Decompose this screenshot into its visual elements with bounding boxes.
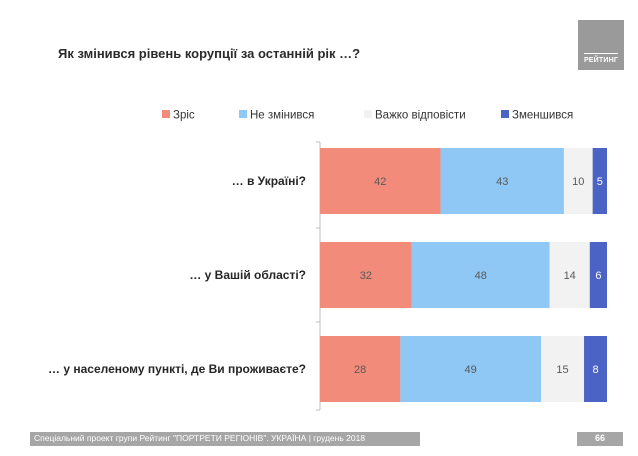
data-label-2-series-3: 14 bbox=[564, 270, 576, 282]
rating-logo: РЕЙТИНГ bbox=[578, 20, 624, 70]
legend-swatch-2 bbox=[239, 110, 247, 118]
bar-1-series-4 bbox=[592, 148, 607, 214]
data-label-3-series-1: 28 bbox=[354, 364, 366, 376]
logo-divider bbox=[584, 53, 618, 54]
bar-2-series-1 bbox=[320, 242, 412, 308]
bar-3-series-2 bbox=[400, 336, 541, 402]
legend-label-4: Зменшився bbox=[512, 110, 573, 122]
bar-2-series-2 bbox=[411, 242, 550, 308]
legend-swatch-4 bbox=[501, 110, 509, 118]
category-label-3: … у населеному пункті, де Ви проживаєте? bbox=[48, 362, 306, 376]
chart-title: Як змінився рівень корупції за останній … bbox=[58, 46, 361, 61]
bar-2-series-4 bbox=[589, 242, 607, 308]
legend-label-1: Зріс bbox=[173, 110, 195, 122]
bar-1-series-2 bbox=[440, 148, 564, 214]
bar-3-series-1 bbox=[320, 336, 401, 402]
footer-text: Спеціальний проект групи Рейтинг "ПОРТРЕ… bbox=[34, 433, 366, 443]
data-label-2-series-4: 6 bbox=[595, 270, 601, 282]
data-label-1-series-4: 5 bbox=[597, 176, 603, 188]
category-label-1: … в Україні? bbox=[232, 174, 306, 188]
footer-bar: Спеціальний проект групи Рейтинг "ПОРТРЕ… bbox=[30, 432, 420, 446]
data-label-1-series-1: 42 bbox=[374, 176, 386, 188]
data-label-2-series-1: 32 bbox=[360, 270, 372, 282]
category-label-2: … у Вашій області? bbox=[189, 268, 306, 282]
legend-swatch-1 bbox=[162, 110, 170, 118]
logo-text: РЕЙТИНГ bbox=[583, 57, 619, 64]
legend-swatch-3 bbox=[364, 110, 372, 118]
bar-3-series-3 bbox=[540, 336, 585, 402]
data-label-3-series-2: 49 bbox=[465, 364, 477, 376]
data-label-1-series-2: 43 bbox=[496, 176, 508, 188]
page-number-box: 66 bbox=[577, 432, 623, 446]
data-label-3-series-3: 15 bbox=[556, 364, 568, 376]
legend-label-2: Не змінився bbox=[250, 110, 314, 122]
data-label-3-series-4: 8 bbox=[592, 364, 598, 376]
data-label-1-series-3: 10 bbox=[572, 176, 584, 188]
bar-3-series-4 bbox=[584, 336, 607, 402]
legend-label-3: Важко відповісти bbox=[375, 110, 466, 122]
page-number: 66 bbox=[594, 433, 605, 443]
bar-1-series-3 bbox=[563, 148, 593, 214]
bar-1-series-1 bbox=[320, 148, 441, 214]
data-label-2-series-2: 48 bbox=[475, 270, 487, 282]
bar-2-series-3 bbox=[549, 242, 590, 308]
